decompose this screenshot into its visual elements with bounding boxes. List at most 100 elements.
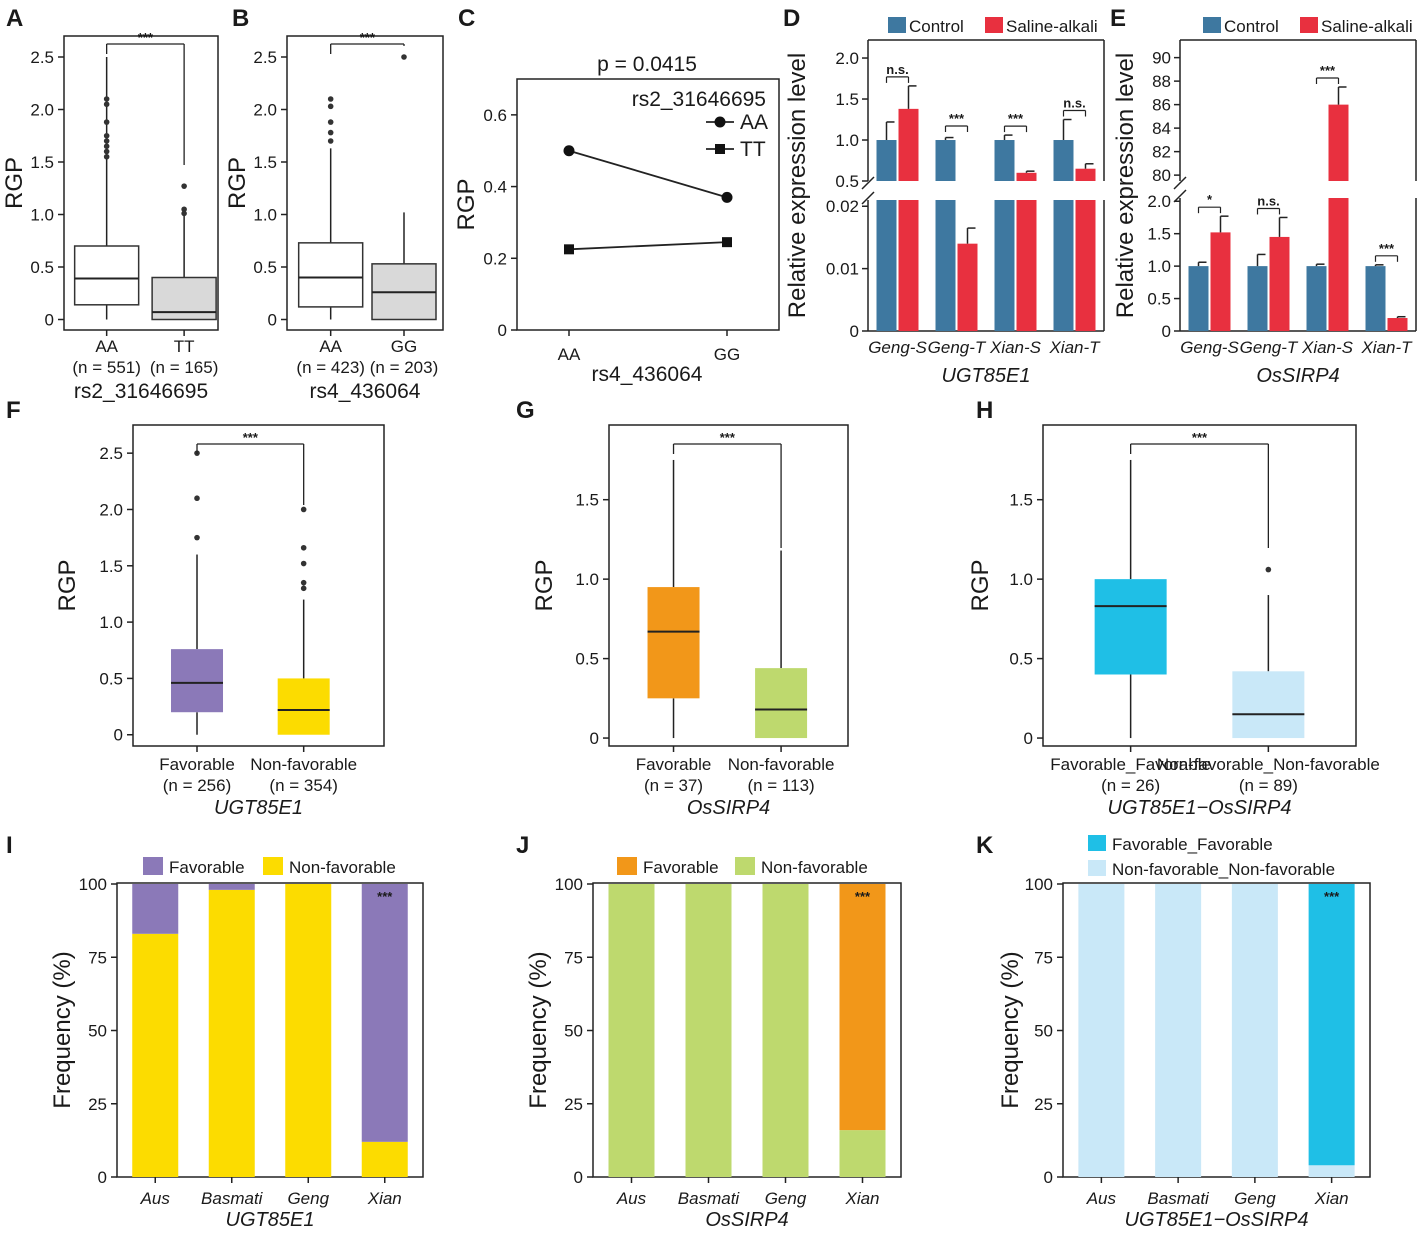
y-tick-label: 75 — [1034, 948, 1053, 967]
x-tick-label: Favorable — [159, 755, 235, 774]
axis-break-mark — [861, 176, 875, 190]
y-tick-label: 0 — [45, 311, 54, 330]
legend-title: rs2_31646695 — [632, 88, 766, 111]
sample-size-label: (n = 113) — [747, 776, 814, 795]
sample-size-label: (n = 551) — [72, 358, 141, 377]
legend-label-nonfavorable: Non-favorable_Non-favorable — [1112, 860, 1335, 879]
x-tick-label: Favorable_Favorable — [1050, 755, 1211, 774]
y-tick-label: 1.5 — [99, 557, 123, 576]
x-tick-label: Basmati — [678, 1189, 741, 1208]
x-tick-label: Xian-T — [1360, 338, 1413, 357]
y-tick-label: 100 — [1025, 875, 1053, 894]
panel-label: C — [458, 5, 475, 32]
legend-label-nonfavorable: Non-favorable — [289, 858, 396, 877]
x-tick-label: Favorable — [636, 755, 712, 774]
box-iqr — [151, 276, 217, 321]
legend-swatch-nonfavorable — [1088, 860, 1106, 876]
x-tick-label: Geng-T — [1240, 338, 1299, 357]
x-tick-label: TT — [174, 337, 195, 356]
significance-stars: *** — [1192, 430, 1208, 445]
outlier-point — [103, 138, 110, 144]
y-tick-label-upper: 2.0 — [835, 49, 859, 68]
significance-stars: *** — [377, 889, 393, 904]
significance-label: *** — [1379, 241, 1395, 256]
bar-control — [1306, 266, 1327, 331]
bar-nonfavorable — [1155, 884, 1202, 1177]
significance-stars: *** — [720, 430, 736, 445]
legend-label-saline: Saline-alkali — [1006, 17, 1098, 36]
legend-swatch-nonfavorable — [735, 857, 755, 875]
x-tick-label: Geng — [287, 1189, 329, 1208]
y-axis-title: Frequency (%) — [997, 951, 1024, 1108]
legend-swatch-favorable — [143, 857, 163, 875]
outlier-point — [194, 495, 200, 502]
gene-name: UGT85E1 — [226, 1209, 315, 1231]
y-tick-label: 1.5 — [575, 491, 599, 510]
bar-saline-upper — [898, 108, 919, 181]
x-tick-label: Aus — [616, 1189, 647, 1208]
bar-favorable — [839, 884, 886, 1131]
y-tick-label: 100 — [555, 875, 583, 894]
axis-break-mark — [861, 191, 875, 205]
plot-frame — [608, 424, 849, 747]
legend-swatch-control — [888, 17, 906, 33]
y-tick-label: 0.5 — [1009, 650, 1033, 669]
bar-saline-upper — [1016, 172, 1037, 181]
y-tick-label: 0 — [574, 1168, 583, 1187]
gene-name: OsSIRP4 — [705, 1209, 788, 1231]
y-tick-label-upper: 90 — [1152, 49, 1171, 68]
outlier-point — [300, 544, 307, 551]
x-tick-label: Geng-S — [868, 338, 927, 357]
x-tick-label: Geng — [765, 1189, 807, 1208]
legend-swatch-saline — [1300, 17, 1318, 33]
panel-label: B — [232, 5, 249, 32]
x-tick-label: Geng-T — [928, 338, 987, 357]
legend-label: AA — [740, 111, 768, 134]
bar-saline — [1269, 236, 1290, 331]
significance-label: *** — [1008, 111, 1024, 126]
legend-label-favorable: Favorable — [643, 858, 719, 877]
bar-control-upper — [1053, 140, 1074, 181]
outlier-point — [327, 119, 334, 125]
plot-frame — [63, 35, 219, 331]
x-axis-title: OsSIRP4 — [687, 797, 770, 819]
bar-nonfavorable — [361, 1141, 408, 1177]
panel-label: J — [516, 832, 529, 859]
sample-size-label: (n = 354) — [269, 776, 338, 795]
box-iqr — [755, 668, 808, 739]
outlier-point — [181, 206, 187, 213]
box-iqr — [297, 242, 364, 308]
y-tick-label: 1.0 — [30, 206, 54, 225]
box-iqr — [73, 245, 140, 306]
bar-favorable — [132, 884, 179, 934]
bar-control-upper — [876, 140, 897, 181]
y-tick-label-lower: 0.01 — [826, 260, 859, 279]
point-tt — [722, 237, 732, 248]
y-tick-label: 2.5 — [99, 444, 123, 463]
bar-saline — [1210, 232, 1231, 331]
y-axis-title: RGP — [453, 178, 480, 230]
x-tick-label: Geng-S — [1180, 338, 1239, 357]
x-axis-title: rs4_436064 — [592, 363, 703, 386]
panel-label: I — [6, 832, 13, 859]
bar-saline-lower — [1075, 200, 1096, 331]
significance-stars: *** — [855, 889, 871, 904]
y-tick-label-upper: 86 — [1152, 96, 1171, 115]
y-tick-label-lower: 2.0 — [1147, 192, 1171, 211]
plot-frame — [286, 35, 444, 331]
box-iqr — [1094, 579, 1167, 675]
legend-label: TT — [740, 138, 766, 161]
outlier-point — [327, 103, 334, 110]
significance-stars: *** — [138, 30, 154, 45]
legend-label-control: Control — [909, 17, 964, 36]
outlier-point — [181, 183, 187, 189]
y-tick-label: 25 — [1034, 1095, 1053, 1114]
y-tick-label-upper: 1.0 — [835, 131, 859, 150]
outlier-point — [103, 96, 110, 102]
outlier-point — [103, 153, 110, 160]
panel-label: D — [783, 5, 800, 32]
y-tick-label-lower: 0.02 — [826, 197, 859, 216]
x-axis-title: UGT85E1 — [214, 797, 303, 819]
x-tick-label: Xian-S — [989, 338, 1042, 357]
bar-saline — [957, 243, 978, 331]
